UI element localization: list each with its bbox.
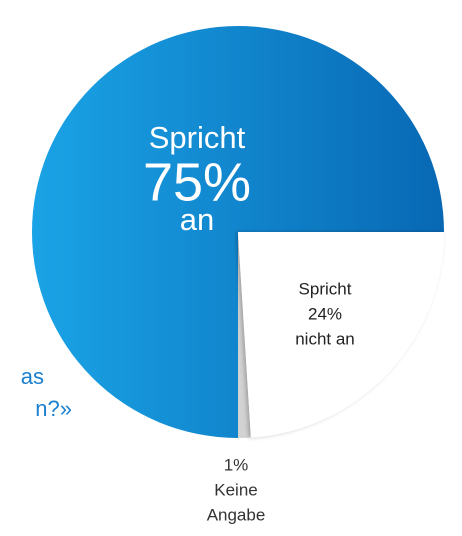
pie-slice xyxy=(238,232,251,438)
annotation-text: as xyxy=(21,364,44,389)
slice-label: Angabe xyxy=(207,505,266,524)
pie xyxy=(32,26,444,438)
annotation-text: n?» xyxy=(35,396,72,421)
slice-label: Keine xyxy=(214,480,257,499)
slice-label: Spricht xyxy=(149,120,246,155)
slice-value-label: 1% xyxy=(224,455,249,474)
slice-label: Spricht xyxy=(299,279,352,298)
slice-label: nicht an xyxy=(295,329,355,348)
slice-label: an xyxy=(180,202,214,237)
slice-value-label: 24% xyxy=(308,304,342,323)
slice-value-label: 75% xyxy=(143,152,251,212)
pie-slice xyxy=(238,232,444,438)
